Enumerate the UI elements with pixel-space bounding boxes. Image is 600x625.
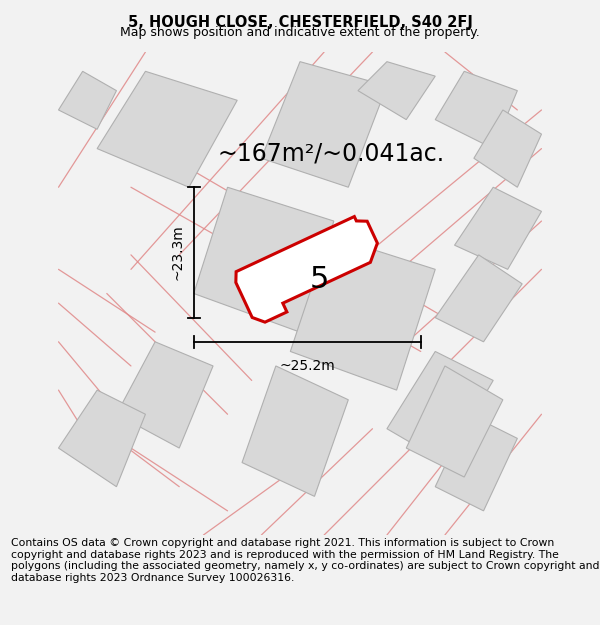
Text: 5, HOUGH CLOSE, CHESTERFIELD, S40 2FJ: 5, HOUGH CLOSE, CHESTERFIELD, S40 2FJ <box>128 14 472 29</box>
Polygon shape <box>116 342 213 448</box>
Polygon shape <box>474 110 542 188</box>
Text: Contains OS data © Crown copyright and database right 2021. This information is : Contains OS data © Crown copyright and d… <box>11 538 599 583</box>
Text: ~23.3m: ~23.3m <box>170 224 184 281</box>
Polygon shape <box>97 71 237 188</box>
Polygon shape <box>262 62 387 188</box>
Polygon shape <box>290 236 435 390</box>
Polygon shape <box>194 188 334 332</box>
Polygon shape <box>435 71 517 149</box>
Polygon shape <box>358 62 435 119</box>
Polygon shape <box>58 390 145 487</box>
Polygon shape <box>435 255 522 342</box>
Polygon shape <box>387 351 493 462</box>
Text: ~167m²/~0.041ac.: ~167m²/~0.041ac. <box>218 141 445 166</box>
Text: Map shows position and indicative extent of the property.: Map shows position and indicative extent… <box>120 26 480 39</box>
Polygon shape <box>58 71 116 129</box>
Polygon shape <box>236 216 377 322</box>
Polygon shape <box>406 366 503 477</box>
Text: ~25.2m: ~25.2m <box>280 359 335 372</box>
Polygon shape <box>435 414 517 511</box>
Text: 5: 5 <box>310 264 329 294</box>
Polygon shape <box>455 188 542 269</box>
Polygon shape <box>242 366 348 496</box>
